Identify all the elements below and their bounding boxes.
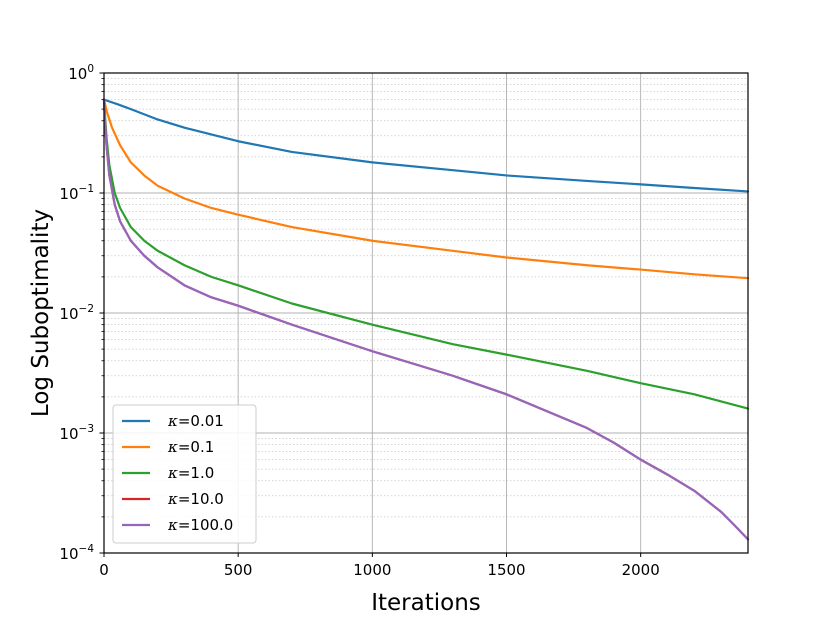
y-tick-label: 10−3 — [59, 423, 94, 443]
legend-entry-0: κ=0.01 — [167, 412, 224, 430]
series-line-4 — [102, 98, 750, 541]
legend-box — [112, 404, 257, 544]
series-line-2 — [102, 98, 750, 410]
x-tick-label: 2000 — [622, 561, 660, 579]
x-axis-label: Iterations — [371, 590, 481, 616]
legend-entry-1: κ=0.1 — [167, 438, 214, 456]
legend-entry-2: κ=1.0 — [167, 464, 214, 482]
y-tick-label: 10−1 — [59, 183, 94, 203]
y-tick-label: 100 — [68, 63, 94, 83]
x-tick-label: 500 — [224, 561, 253, 579]
axis-ticks: 0 500 1000 1500 2000 100 10−1 10−2 10−3 10−4 — [59, 63, 659, 579]
legend: κ=0.01 κ=0.1 κ=1.0 κ=10.0 κ=100.0 — [112, 404, 257, 544]
x-tick-label: 1500 — [487, 561, 525, 579]
y-axis-label: Log Suboptimality — [28, 209, 54, 417]
legend-entry-4: κ=100.0 — [167, 516, 233, 534]
legend-entry-3: κ=10.0 — [167, 490, 224, 508]
x-tick-label: 0 — [99, 561, 109, 579]
y-tick-label: 10−2 — [59, 303, 94, 323]
y-tick-label: 10−4 — [59, 543, 94, 563]
x-tick-label: 1000 — [353, 561, 391, 579]
series-line-1 — [102, 98, 750, 280]
plot-frame — [103, 72, 749, 554]
series-line-0 — [102, 98, 750, 193]
series-lines — [102, 98, 750, 541]
